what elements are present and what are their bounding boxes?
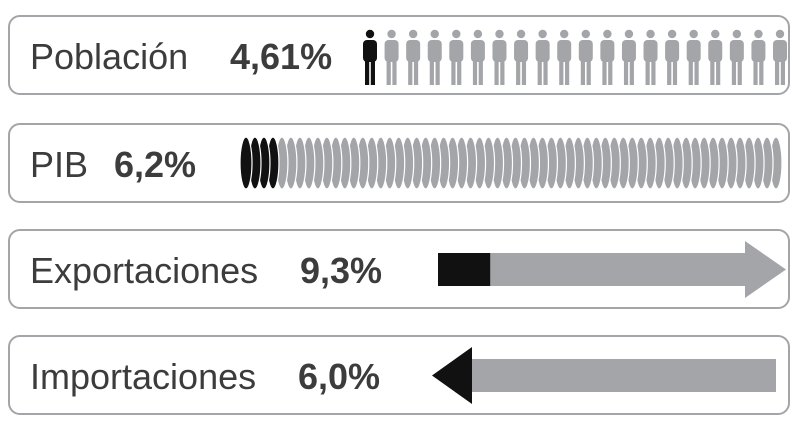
row-poblacion: Población 4,61%	[8, 15, 790, 95]
person-mark	[470, 29, 485, 85]
person-mark	[708, 29, 723, 85]
row-pib: PIB 6,2%	[8, 123, 790, 203]
people-pictogram	[363, 29, 787, 85]
row-importaciones: Importaciones 6,0%	[8, 335, 790, 415]
coin-mark	[239, 136, 253, 190]
person-mark	[363, 29, 377, 85]
person-mark	[578, 29, 593, 85]
row-label-exportaciones: Exportaciones	[30, 250, 259, 291]
row-value-exportaciones: 9,3%	[300, 250, 383, 291]
person-mark	[686, 29, 701, 85]
person-mark	[751, 29, 766, 85]
person-mark	[406, 29, 421, 85]
person-mark	[514, 29, 529, 85]
row-value-poblacion: 4,61%	[230, 36, 333, 77]
export-arrow-body	[438, 241, 786, 298]
export-arrow	[438, 241, 786, 298]
person-mark	[773, 29, 787, 85]
person-mark	[557, 29, 572, 85]
row-label-importaciones: Importaciones	[30, 356, 257, 397]
person-mark	[427, 29, 442, 85]
person-mark	[384, 29, 399, 85]
coins-pictogram	[239, 136, 783, 190]
import-arrow-body	[472, 359, 776, 392]
person-mark	[600, 29, 615, 85]
row-value-pib: 6,2%	[114, 144, 197, 185]
export-arrow-highlight	[438, 253, 491, 286]
row-value-importaciones: 6,0%	[298, 356, 381, 397]
person-mark	[449, 29, 464, 85]
row-exportaciones: Exportaciones 9,3%	[8, 229, 790, 309]
person-mark	[492, 29, 507, 85]
person-mark	[621, 29, 636, 85]
person-mark	[665, 29, 680, 85]
person-mark	[729, 29, 744, 85]
import-arrow	[432, 347, 776, 404]
person-mark	[643, 29, 658, 85]
import-arrow-highlight	[432, 347, 472, 404]
row-label-poblacion: Población	[30, 36, 189, 77]
person-mark	[535, 29, 550, 85]
row-label-pib: PIB	[30, 144, 89, 185]
